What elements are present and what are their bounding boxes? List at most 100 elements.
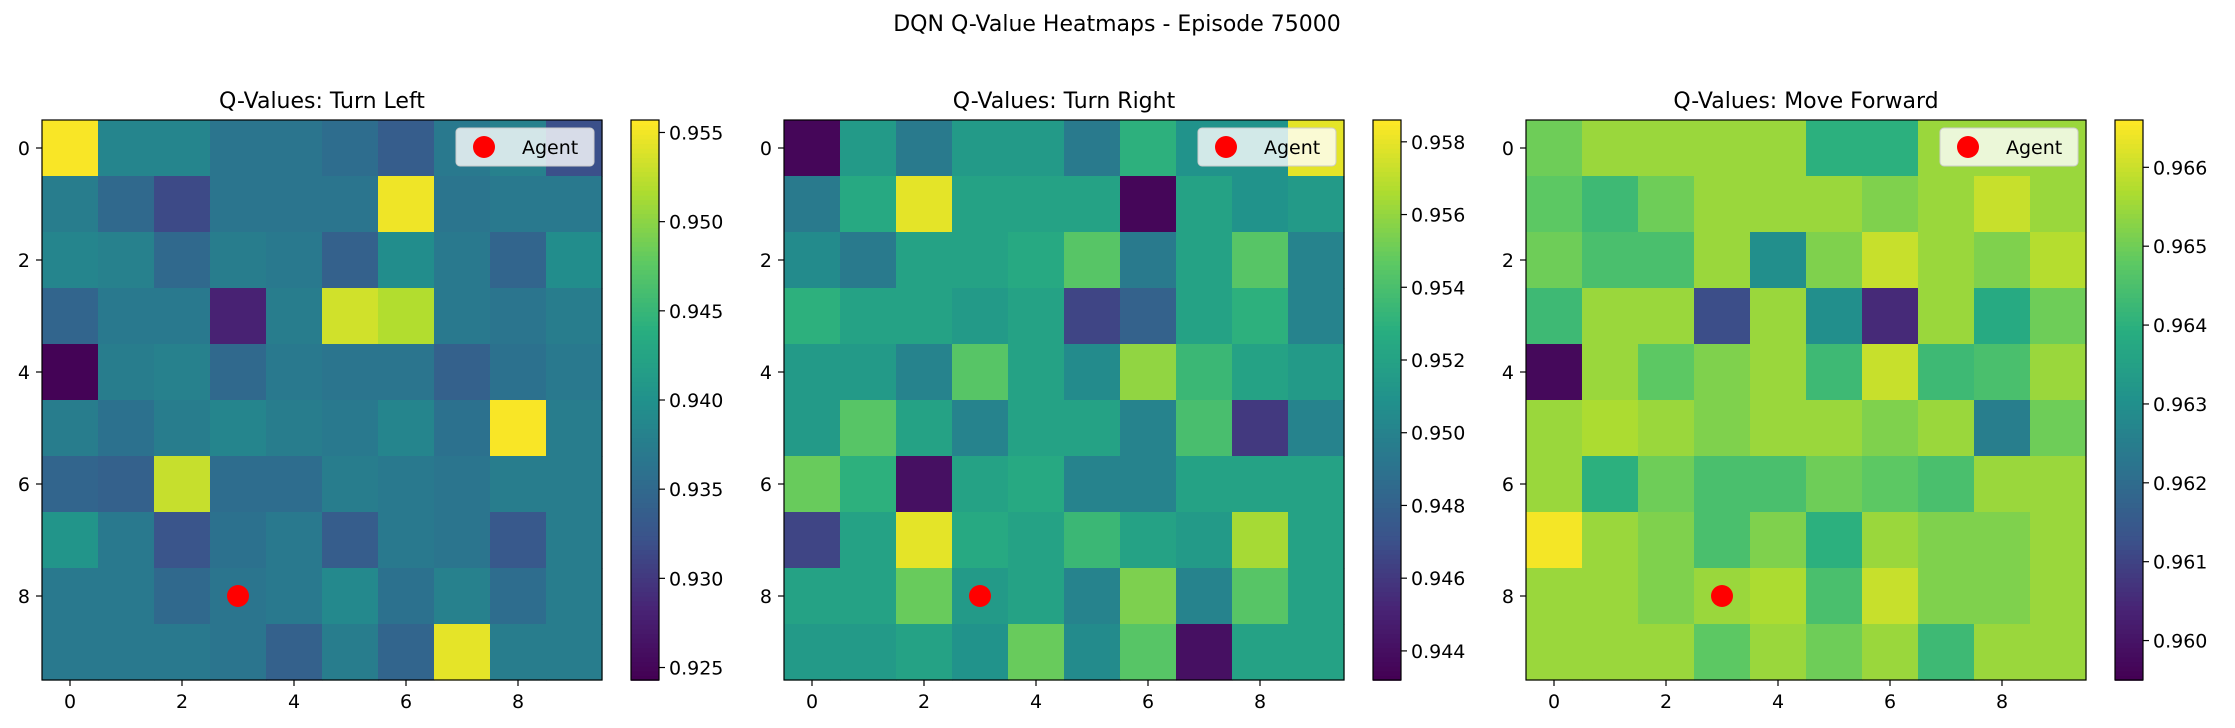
colorbar-segment (631, 656, 659, 663)
colorbar-segment (2115, 596, 2143, 602)
heatmap-cell (1918, 624, 1975, 681)
colorbar-segment (2115, 180, 2143, 187)
heatmap-cell (840, 400, 897, 457)
colorbar-segment (631, 292, 659, 299)
colorbar-segment (2115, 661, 2143, 667)
heatmap-cell (1862, 232, 1919, 289)
colorbar-segment (631, 311, 659, 317)
heatmap-cell (322, 344, 379, 401)
heatmap-cell (784, 624, 841, 681)
colorbar-segment (631, 470, 659, 476)
colorbar-segment (631, 302, 659, 308)
heatmap-cell (952, 512, 1009, 569)
x-tick-label: 4 (1030, 691, 1042, 713)
colorbar-segment (631, 526, 659, 532)
heatmap-cell (154, 512, 211, 569)
colorbar-segment (2115, 479, 2143, 485)
heatmap-cell (784, 344, 841, 401)
heatmap-cell (1008, 120, 1065, 177)
colorbar-segment (631, 316, 659, 322)
colorbar-segment (2115, 152, 2143, 159)
heatmap-cell (1806, 288, 1863, 345)
heatmap-cell (1862, 176, 1919, 233)
colorbar-segment (1373, 330, 1401, 336)
heatmap-cell (1582, 120, 1639, 177)
heatmap-cell (1862, 512, 1919, 569)
x-tick-label: 0 (64, 691, 76, 713)
heatmap-cell (378, 400, 435, 457)
colorbar-segment (1373, 591, 1401, 597)
heatmap-cell (1064, 120, 1121, 177)
heatmap-cell (42, 400, 99, 457)
colorbar-segment (1373, 400, 1401, 406)
colorbar-tick-label: 0.956 (1411, 205, 1465, 227)
heatmap-cell (1288, 512, 1345, 569)
colorbar-segment (631, 157, 659, 163)
colorbar-segment (631, 451, 659, 457)
colorbar-segment (631, 143, 659, 149)
colorbar-segment (1373, 199, 1401, 205)
colorbar-tick-label: 0.930 (669, 568, 723, 590)
y-tick-label: 0 (18, 138, 30, 160)
heatmap-cell (210, 456, 267, 513)
colorbar-segment (631, 670, 659, 677)
heatmap-cell (546, 176, 603, 233)
heatmap-cell (1064, 176, 1121, 233)
colorbar-segment (631, 437, 659, 443)
heatmap-cell (1694, 176, 1751, 233)
colorbar-segment (1373, 600, 1401, 607)
heatmap-cell (378, 232, 435, 289)
heatmap-cell (154, 120, 211, 177)
heatmap-cell (784, 568, 841, 625)
heatmap-cell (1526, 344, 1583, 401)
heatmap-cell (840, 512, 897, 569)
colorbar-segment (1373, 250, 1401, 257)
colorbar-segment (2115, 386, 2143, 392)
heatmap-cell (322, 288, 379, 345)
colorbar-segment (2115, 339, 2143, 345)
colorbar-segment (631, 572, 659, 579)
colorbar-segment (1373, 260, 1401, 266)
heatmap-cell (896, 456, 953, 513)
x-tick-label: 8 (1254, 691, 1266, 713)
colorbar-segment (1373, 353, 1401, 359)
heatmap-cell (1232, 624, 1289, 681)
heatmap-cell (1176, 344, 1233, 401)
colorbar-segment (2115, 166, 2143, 173)
colorbar-segment (1373, 320, 1401, 327)
colorbar-segment (2115, 432, 2143, 439)
heatmap-cell (154, 176, 211, 233)
colorbar-segment (631, 661, 659, 667)
colorbar-segment (631, 236, 659, 243)
y-tick-label: 2 (1502, 250, 1514, 272)
colorbar-segment (2115, 591, 2143, 597)
heatmap-cell (210, 512, 267, 569)
colorbar-segment (631, 446, 659, 453)
colorbar-segment (631, 138, 659, 145)
colorbar-segment (2115, 306, 2143, 313)
colorbar-segment (1373, 269, 1401, 275)
heatmap-cell (154, 456, 211, 513)
colorbar-segment (1373, 624, 1401, 630)
heatmap-cell (784, 512, 841, 569)
colorbar-segment (631, 666, 659, 672)
colorbar-segment (1373, 395, 1401, 401)
heatmap-cell (2030, 400, 2087, 457)
heatmap-cell (1750, 232, 1807, 289)
colorbar-segment (2115, 460, 2143, 467)
colorbar-segment (2115, 218, 2143, 224)
colorbar-segment (1373, 166, 1401, 173)
colorbar-segment (1373, 558, 1401, 565)
heatmap-cell (210, 344, 267, 401)
colorbar-segment (2115, 605, 2143, 611)
heatmap-cell (378, 512, 435, 569)
colorbar-tick-label: 0.946 (1411, 568, 1465, 590)
colorbar-segment (1373, 274, 1401, 280)
colorbar-segment (2115, 516, 2143, 523)
heatmap-cell (1918, 400, 1975, 457)
colorbar-segment (1373, 134, 1401, 140)
heatmap-cell (1120, 232, 1177, 289)
colorbar-segment (1373, 605, 1401, 611)
heatmap-cell (1582, 512, 1639, 569)
heatmap-cell (1176, 232, 1233, 289)
